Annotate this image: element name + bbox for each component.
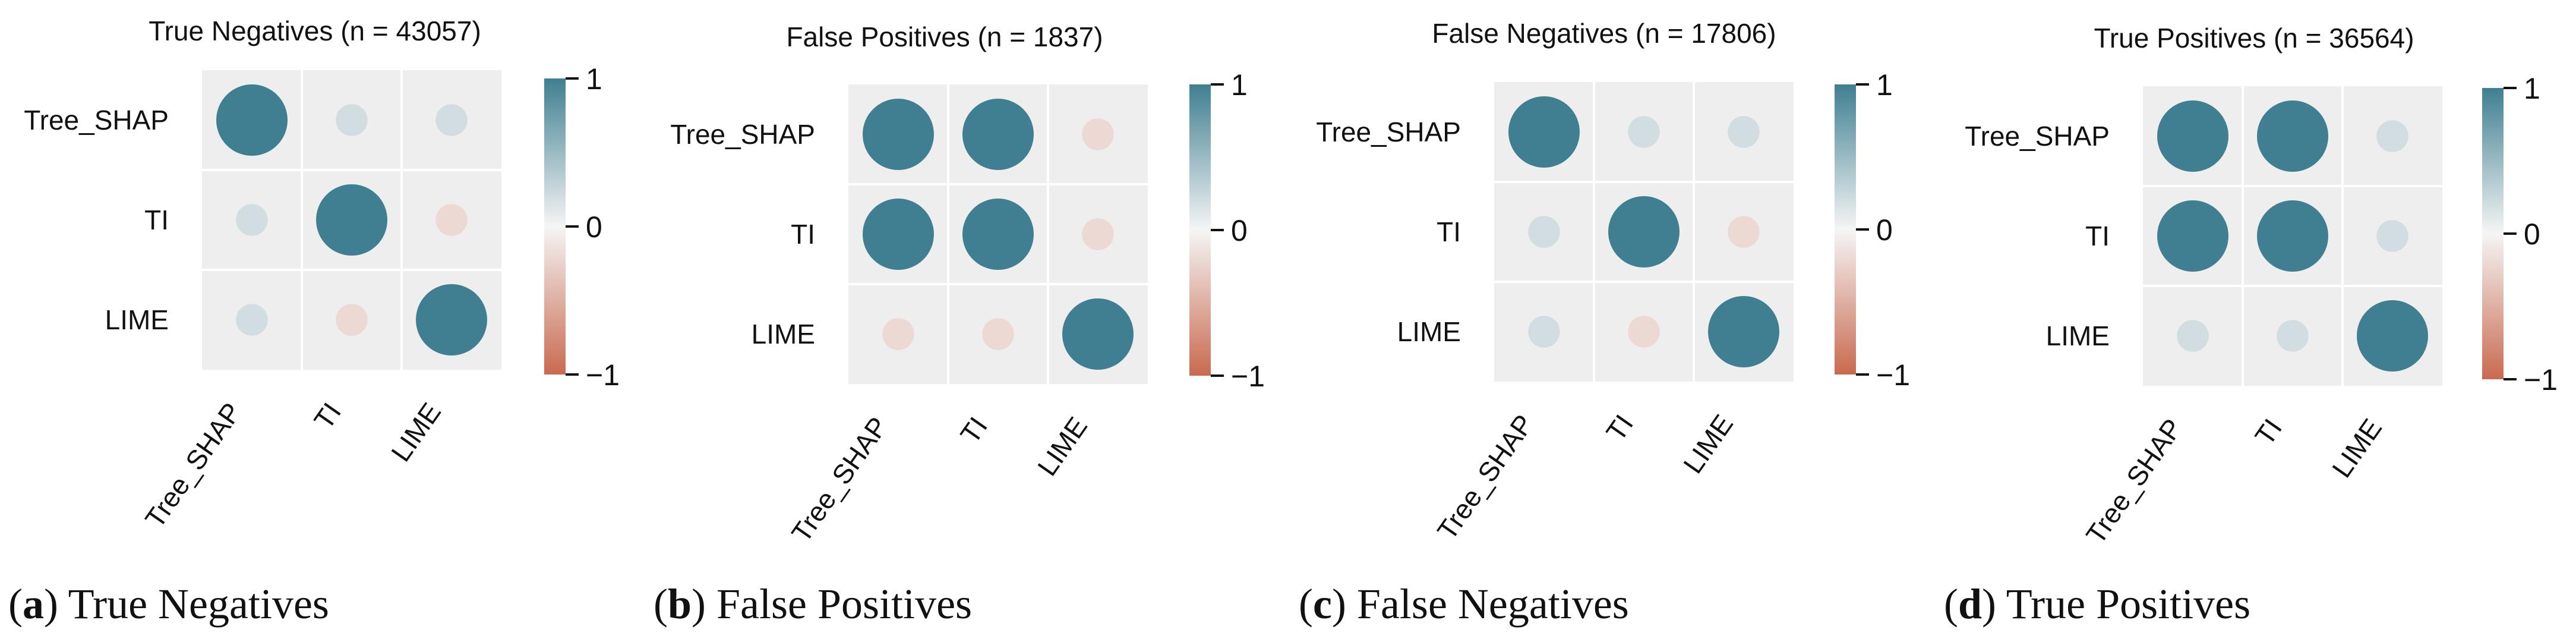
subfigure-caption: (c) False Negatives [1299,580,1629,628]
row-label: Tree_SHAP [1965,121,2110,152]
correlation-circle-TI-LIME [2376,220,2408,252]
correlation-circle-LIME-TI [336,304,368,336]
correlation-circle-TI-Tree_SHAP [236,204,268,236]
row-label: Tree_SHAP [670,119,815,150]
correlation-circle-TI-LIME [1082,218,1114,250]
row-label: TI [2085,221,2110,251]
correlation-circle-Tree_SHAP-Tree_SHAP [216,84,288,156]
correlation-circle-LIME-LIME [416,284,487,355]
colorbar-tick-label: −1 [2524,363,2558,396]
panel-title: True Negatives (n = 43057) [149,15,481,46]
correlation-circle-LIME-TI [1628,316,1660,348]
correlation-circle-TI-LIME [1728,216,1760,248]
colorbar-tick-label: 0 [2524,218,2540,251]
correlation-circle-Tree_SHAP-LIME [2376,120,2408,152]
subfigure-caption: (d) True Positives [1944,580,2250,628]
colorbar-tick-label: 1 [1231,68,1248,102]
correlation-circle-LIME-Tree_SHAP [882,318,914,350]
colorbar [2482,88,2504,379]
correlation-circle-TI-TI [2257,200,2328,272]
column-label: TI [954,411,993,449]
correlation-circle-TI-TI [1608,196,1680,268]
column-label: Tree_SHAP [1431,409,1539,545]
colorbar-tick-label: −1 [1231,360,1265,393]
column-label: TI [308,397,347,435]
correlation-circle-TI-Tree_SHAP [1528,216,1560,248]
correlation-circle-Tree_SHAP-Tree_SHAP [1508,96,1580,168]
panel-b: False Positives (n = 1837) Tree_SHAP TI LIM… [654,21,1265,628]
row-label: Tree_SHAP [24,105,169,136]
correlation-circle-LIME-TI [982,318,1014,350]
colorbar-tick-label: 1 [2524,72,2540,105]
correlation-circle-TI-TI [962,199,1034,270]
colorbar-tick-label: 0 [1231,214,1248,247]
correlation-circle-Tree_SHAP-Tree_SHAP [2157,100,2228,172]
correlation-circle-TI-TI [316,184,387,256]
colorbar [1189,84,1211,376]
colorbar-tick-label: 0 [586,210,602,244]
colorbar-tick-label: −1 [1876,358,1910,392]
correlation-circle-LIME-LIME [1708,296,1779,367]
correlation-circle-TI-Tree_SHAP [863,199,934,270]
correlation-circle-Tree_SHAP-LIME [435,104,468,136]
row-label: LIME [2046,320,2110,351]
row-label: TI [144,204,169,235]
row-label: TI [791,219,815,250]
correlation-circle-LIME-LIME [2357,300,2428,372]
correlation-circle-Tree_SHAP-TI [2257,100,2328,172]
panel-title: True Positives (n = 36564) [2094,23,2414,54]
correlation-circle-LIME-TI [2277,320,2309,352]
panel-c: False Negatives (n = 17806) Tree_SHAP TI LI… [1299,18,1910,628]
correlation-circle-TI-LIME [435,204,468,236]
column-label: Tree_SHAP [785,411,894,547]
column-label: LIME [1031,411,1093,482]
correlation-circle-Tree_SHAP-LIME [1082,118,1114,150]
correlation-circle-Tree_SHAP-LIME [1728,116,1760,148]
correlation-circle-LIME-Tree_SHAP [1528,316,1560,348]
correlation-circle-Tree_SHAP-TI [1628,116,1660,148]
column-label: Tree_SHAP [139,397,247,533]
subfigure-caption: (b) False Positives [654,580,972,628]
row-label: TI [1437,216,1461,247]
subfigure-caption: (a) True Negatives [8,580,329,628]
correlation-circle-Tree_SHAP-TI [962,99,1034,170]
colorbar-tick-label: 1 [586,62,602,96]
row-label: LIME [1397,316,1461,347]
row-label: LIME [105,304,169,335]
column-label: Tree_SHAP [2080,413,2188,549]
row-label: LIME [752,319,815,350]
correlation-circle-LIME-Tree_SHAP [236,304,268,336]
correlation-circle-Tree_SHAP-Tree_SHAP [863,99,934,170]
column-label: LIME [385,397,447,467]
panel-title: False Negatives (n = 17806) [1432,18,1776,49]
colorbar-tick-label: −1 [586,358,620,392]
correlation-circle-LIME-Tree_SHAP [2177,320,2209,352]
column-label: LIME [2326,413,2388,483]
panel-title: False Positives (n = 1837) [786,21,1103,52]
column-label: TI [2249,413,2288,451]
correlation-circle-LIME-LIME [1062,298,1134,370]
correlation-circle-TI-Tree_SHAP [2157,200,2228,272]
panel-d: True Positives (n = 36564) Tree_SHAP TI LIM… [1944,23,2558,628]
column-label: TI [1600,409,1639,446]
colorbar-tick-label: 0 [1876,213,1893,247]
column-label: LIME [1677,409,1739,479]
panel-a: True Negatives (n = 43057) Tree_SHAP TI LIM… [8,15,620,628]
row-label: Tree_SHAP [1316,117,1461,147]
colorbar-tick-label: 1 [1876,68,1893,102]
correlation-circle-Tree_SHAP-TI [336,104,368,136]
colorbar [1835,84,1856,374]
colorbar [544,78,566,374]
